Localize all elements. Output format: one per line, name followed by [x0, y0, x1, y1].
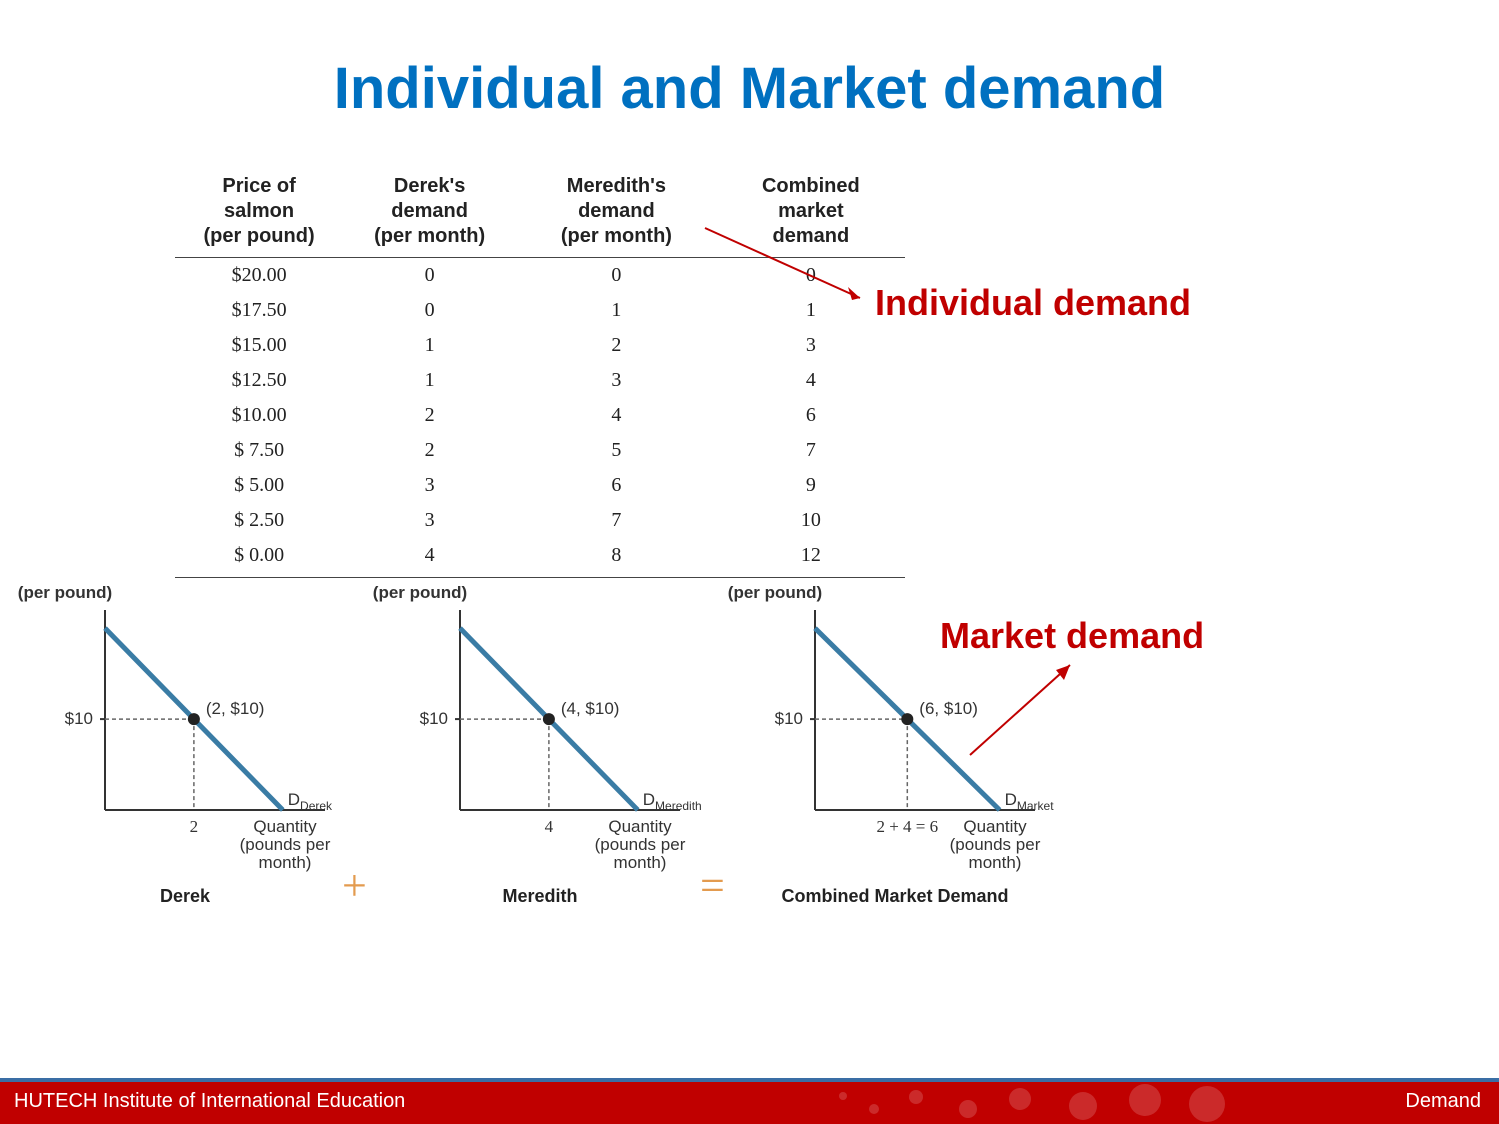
table-cell: 4 [717, 363, 905, 398]
table-header: Price of salmon(per pound) [175, 170, 343, 258]
svg-text:2: 2 [190, 817, 199, 836]
table-row: $ 2.503710 [175, 503, 905, 538]
individual-arrow [700, 220, 875, 310]
chart-market: Price(per pound) $10 (6, $10) DMarket 2 … [720, 580, 1070, 930]
table-cell: 8 [516, 538, 717, 578]
svg-text:Price(per pound): Price(per pound) [728, 580, 822, 602]
table-cell: $10.00 [175, 398, 343, 433]
table-cell: $ 0.00 [175, 538, 343, 578]
svg-text:(2, $10): (2, $10) [206, 699, 265, 718]
table-cell: 3 [343, 468, 516, 503]
charts-row: Price(per pound) $10 (2, $10) DDerek 2 Q… [10, 580, 1080, 960]
table-row: $10.00246 [175, 398, 905, 433]
table-cell: 10 [717, 503, 905, 538]
table-cell: $15.00 [175, 328, 343, 363]
table-cell: $12.50 [175, 363, 343, 398]
table-cell: 9 [717, 468, 905, 503]
table-cell: 1 [516, 293, 717, 328]
table-cell: 3 [343, 503, 516, 538]
chart-meredith: Price(per pound) $10 (4, $10) DMeredith … [365, 580, 715, 930]
table-row: $15.00123 [175, 328, 905, 363]
table-cell: $ 5.00 [175, 468, 343, 503]
svg-text:$10: $10 [775, 709, 803, 728]
table-row: $12.50134 [175, 363, 905, 398]
table-cell: 5 [516, 433, 717, 468]
svg-text:Meredith: Meredith [502, 886, 577, 906]
footer-left: HUTECH Institute of International Educat… [14, 1090, 405, 1113]
table-cell: $ 2.50 [175, 503, 343, 538]
table-cell: 3 [717, 328, 905, 363]
svg-text:2 + 4 = 6: 2 + 4 = 6 [876, 817, 938, 836]
table-cell: 7 [516, 503, 717, 538]
svg-text:4: 4 [545, 817, 554, 836]
svg-text:(4, $10): (4, $10) [561, 699, 620, 718]
table-cell: 3 [516, 363, 717, 398]
svg-text:Combined Market Demand: Combined Market Demand [781, 886, 1008, 906]
svg-text:Price(per pound): Price(per pound) [18, 580, 112, 602]
table-row: $ 7.50257 [175, 433, 905, 468]
table-cell: 7 [717, 433, 905, 468]
svg-text:Price(per pound): Price(per pound) [373, 580, 467, 602]
footer-right: Demand [1405, 1090, 1481, 1113]
table-cell: $20.00 [175, 258, 343, 294]
table-cell: $17.50 [175, 293, 343, 328]
table-cell: 0 [343, 293, 516, 328]
table-cell: 4 [343, 538, 516, 578]
equals-symbol: = [700, 860, 725, 911]
svg-text:Quantity(pounds permonth): Quantity(pounds permonth) [950, 817, 1041, 872]
table-cell: 6 [717, 398, 905, 433]
svg-text:$10: $10 [65, 709, 93, 728]
svg-text:(6, $10): (6, $10) [919, 699, 978, 718]
svg-text:Quantity(pounds permonth): Quantity(pounds permonth) [240, 817, 331, 872]
table-cell: 2 [343, 433, 516, 468]
table-cell: 4 [516, 398, 717, 433]
table-cell: 6 [516, 468, 717, 503]
svg-text:Quantity(pounds permonth): Quantity(pounds permonth) [595, 817, 686, 872]
table-cell: 1 [343, 328, 516, 363]
svg-text:$10: $10 [420, 709, 448, 728]
table-cell: 12 [717, 538, 905, 578]
table-cell: 2 [516, 328, 717, 363]
table-row: $ 5.00369 [175, 468, 905, 503]
table-header: Meredith's demand(per month) [516, 170, 717, 258]
page-title: Individual and Market demand [0, 55, 1499, 122]
individual-demand-label: Individual demand [875, 282, 1191, 324]
chart-derek: Price(per pound) $10 (2, $10) DDerek 2 Q… [10, 580, 360, 930]
table-row: $ 0.004812 [175, 538, 905, 578]
svg-text:Derek: Derek [160, 886, 211, 906]
table-header: Derek's demand(per month) [343, 170, 516, 258]
table-cell: 1 [343, 363, 516, 398]
table-cell: $ 7.50 [175, 433, 343, 468]
plus-symbol: + [342, 860, 367, 911]
table-cell: 0 [516, 258, 717, 294]
table-cell: 2 [343, 398, 516, 433]
table-cell: 0 [343, 258, 516, 294]
footer-bar: HUTECH Institute of International Educat… [0, 1078, 1499, 1124]
